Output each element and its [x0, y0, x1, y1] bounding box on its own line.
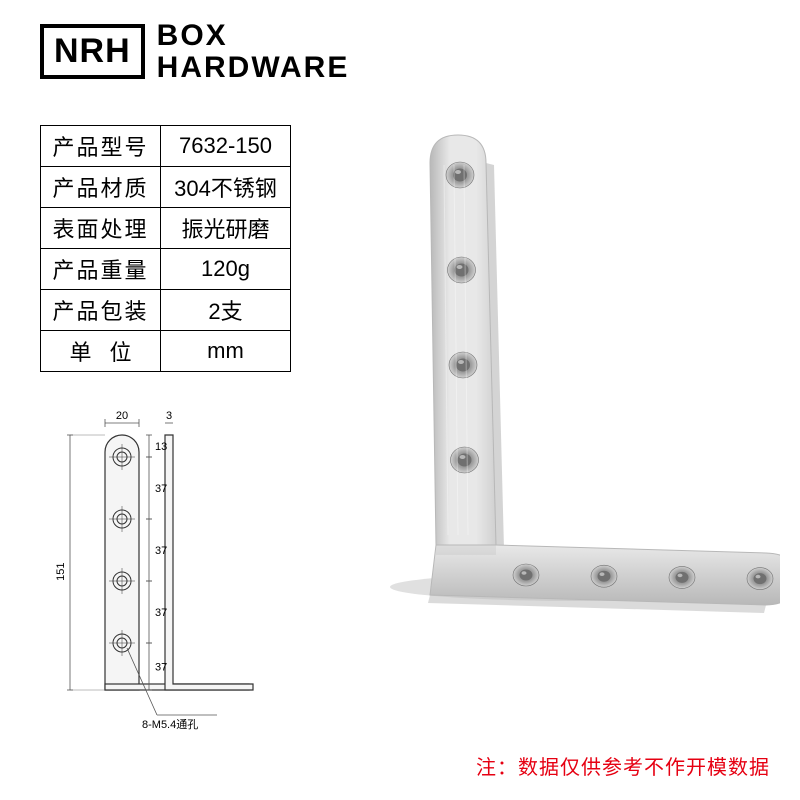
spec-row: 产品型号7632-150	[41, 126, 291, 167]
spec-value: 振光研磨	[161, 208, 291, 249]
technical-diagram: 20 3 13 37 37 37 37 151 8-M5.4通孔	[30, 405, 310, 755]
svg-text:13: 13	[155, 441, 167, 453]
svg-text:20: 20	[116, 410, 128, 422]
spec-value: 120g	[161, 249, 291, 290]
product-photo	[320, 115, 780, 635]
svg-text:37: 37	[155, 483, 167, 495]
spec-label: 产品包装	[41, 290, 161, 331]
svg-text:37: 37	[155, 662, 167, 674]
spec-label: 产品重量	[41, 249, 161, 290]
spec-row: 表面处理振光研磨	[41, 208, 291, 249]
logo-line1: BOX	[157, 20, 350, 52]
footnote-text: 注：数据仅供参考不作开模数据	[476, 751, 770, 780]
svg-text:37: 37	[155, 607, 167, 619]
spec-row: 产品材质304不锈钢	[41, 167, 291, 208]
spec-value: mm	[161, 331, 291, 372]
svg-text:3: 3	[166, 410, 172, 422]
spec-row: 产品重量120g	[41, 249, 291, 290]
spec-row: 单位mm	[41, 331, 291, 372]
spec-row: 产品包装2支	[41, 290, 291, 331]
spec-label: 产品材质	[41, 167, 161, 208]
svg-text:37: 37	[155, 545, 167, 557]
spec-label: 单位	[41, 331, 161, 372]
logo-line2: HARDWARE	[157, 52, 350, 84]
spec-value: 304不锈钢	[161, 167, 291, 208]
spec-value: 2支	[161, 290, 291, 331]
logo-mark: NRH	[40, 24, 145, 79]
spec-label: 表面处理	[41, 208, 161, 249]
svg-text:151: 151	[55, 563, 67, 581]
brand-logo: NRH BOX HARDWARE	[40, 20, 349, 83]
spec-label: 产品型号	[41, 126, 161, 167]
svg-text:8-M5.4通孔: 8-M5.4通孔	[142, 718, 198, 731]
spec-value: 7632-150	[161, 126, 291, 167]
spec-table: 产品型号7632-150产品材质304不锈钢表面处理振光研磨产品重量120g产品…	[40, 125, 291, 372]
logo-wordmark: BOX HARDWARE	[157, 20, 350, 83]
